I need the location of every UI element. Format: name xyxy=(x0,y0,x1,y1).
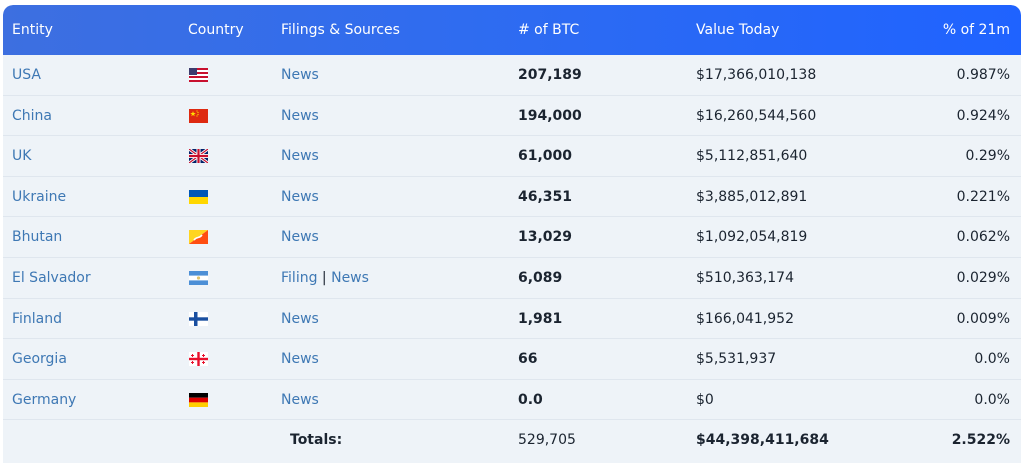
btc-amount: 194,000 xyxy=(518,107,582,124)
el-salvador-flag-icon xyxy=(189,270,208,285)
pct-of-21m: 0.29% xyxy=(965,148,1010,165)
table-row: Bhutan News 13,029 $1,092,054,819 0.062% xyxy=(3,217,1021,258)
value-today: $17,366,010,138 xyxy=(696,67,817,83)
totals-pct: 2.522% xyxy=(951,432,1010,449)
value-today: $5,531,937 xyxy=(696,351,777,368)
entity-link[interactable]: USA xyxy=(12,67,41,83)
news-link[interactable]: News xyxy=(281,107,319,124)
table-header: Entity Country Filings & Sources # of BT… xyxy=(3,5,1021,55)
bitcoin-holdings-table: Entity Country Filings & Sources # of BT… xyxy=(3,5,1021,463)
entity-link[interactable]: Bhutan xyxy=(12,229,63,246)
totals-btc: 529,705 xyxy=(518,432,576,449)
entity-link[interactable]: China xyxy=(12,107,52,124)
news-link[interactable]: News xyxy=(281,310,319,327)
china-flag-icon xyxy=(189,108,208,123)
filing-link[interactable]: Filing xyxy=(281,269,318,286)
value-today: $16,260,544,560 xyxy=(696,107,817,124)
column-header-pct[interactable]: % of 21m xyxy=(942,22,1010,38)
germany-flag-icon xyxy=(189,392,208,407)
pct-of-21m: 0.062% xyxy=(956,229,1010,246)
finland-flag-icon xyxy=(189,311,208,326)
value-today: $510,363,174 xyxy=(696,269,794,286)
news-link[interactable]: News xyxy=(281,391,319,408)
pct-of-21m: 0.987% xyxy=(956,67,1010,83)
news-link[interactable]: News xyxy=(281,229,319,246)
btc-amount: 46,351 xyxy=(518,188,573,205)
btc-amount: 0.0 xyxy=(518,391,543,408)
table-row: El Salvador Filing | News 6,089 $510,363… xyxy=(3,258,1021,299)
entity-link[interactable]: El Salvador xyxy=(12,269,91,286)
totals-label: Totals: xyxy=(290,432,343,449)
entity-link[interactable]: Finland xyxy=(12,310,63,327)
btc-amount: 1,981 xyxy=(518,310,563,327)
pct-of-21m: 0.0% xyxy=(974,391,1010,408)
value-today: $166,041,952 xyxy=(696,310,794,327)
table-row: Ukraine News 46,351 $3,885,012,891 0.221… xyxy=(3,177,1021,218)
table-row: Finland News 1,981 $166,041,952 0.009% xyxy=(3,299,1021,340)
news-link[interactable]: News xyxy=(281,351,319,368)
btc-amount: 61,000 xyxy=(518,148,573,165)
totals-value: $44,398,411,684 xyxy=(696,432,829,449)
column-header-entity[interactable]: Entity xyxy=(12,22,53,38)
column-header-btc[interactable]: # of BTC xyxy=(518,22,580,38)
pct-of-21m: 0.924% xyxy=(956,107,1010,124)
column-header-country[interactable]: Country xyxy=(188,22,244,38)
btc-amount: 13,029 xyxy=(518,229,573,246)
btc-amount: 207,189 xyxy=(518,67,582,83)
value-today: $3,885,012,891 xyxy=(696,188,808,205)
btc-amount: 66 xyxy=(518,351,538,368)
totals-row: Totals: 529,705 $44,398,411,684 2.522% xyxy=(3,420,1021,461)
pct-of-21m: 0.009% xyxy=(956,310,1010,327)
ukraine-flag-icon xyxy=(189,189,208,204)
value-today: $1,092,054,819 xyxy=(696,229,808,246)
pct-of-21m: 0.029% xyxy=(956,269,1010,286)
btc-amount: 6,089 xyxy=(518,269,563,286)
filings-sources: Filing | News xyxy=(281,258,369,298)
pct-of-21m: 0.221% xyxy=(956,188,1010,205)
news-link[interactable]: News xyxy=(331,269,369,286)
entity-link[interactable]: Georgia xyxy=(12,351,67,368)
us-flag-icon xyxy=(189,68,208,82)
pct-of-21m: 0.0% xyxy=(974,351,1010,368)
entity-link[interactable]: Germany xyxy=(12,391,77,408)
source-separator: | xyxy=(321,269,327,286)
table-row: USA News 207,189 $17,366,010,138 0.987% xyxy=(3,55,1021,96)
column-header-filings[interactable]: Filings & Sources xyxy=(281,22,400,38)
column-header-value[interactable]: Value Today xyxy=(696,22,780,38)
news-link[interactable]: News xyxy=(281,67,319,83)
georgia-flag-icon xyxy=(189,352,208,367)
table-row: Georgia News 66 $5,531,937 0.0% xyxy=(3,339,1021,380)
news-link[interactable]: News xyxy=(281,188,319,205)
bhutan-flag-icon xyxy=(189,230,208,245)
table-row: Germany News 0.0 $0 0.0% xyxy=(3,380,1021,421)
table-row: UK News 61,000 $5,112,851,640 0.29% xyxy=(3,136,1021,177)
uk-flag-icon xyxy=(189,149,208,164)
entity-link[interactable]: UK xyxy=(12,148,32,165)
news-link[interactable]: News xyxy=(281,148,319,165)
value-today: $5,112,851,640 xyxy=(696,148,808,165)
entity-link[interactable]: Ukraine xyxy=(12,188,67,205)
table-row: China News 194,000 $16,260,544,560 0.924… xyxy=(3,96,1021,137)
value-today: $0 xyxy=(696,391,714,408)
